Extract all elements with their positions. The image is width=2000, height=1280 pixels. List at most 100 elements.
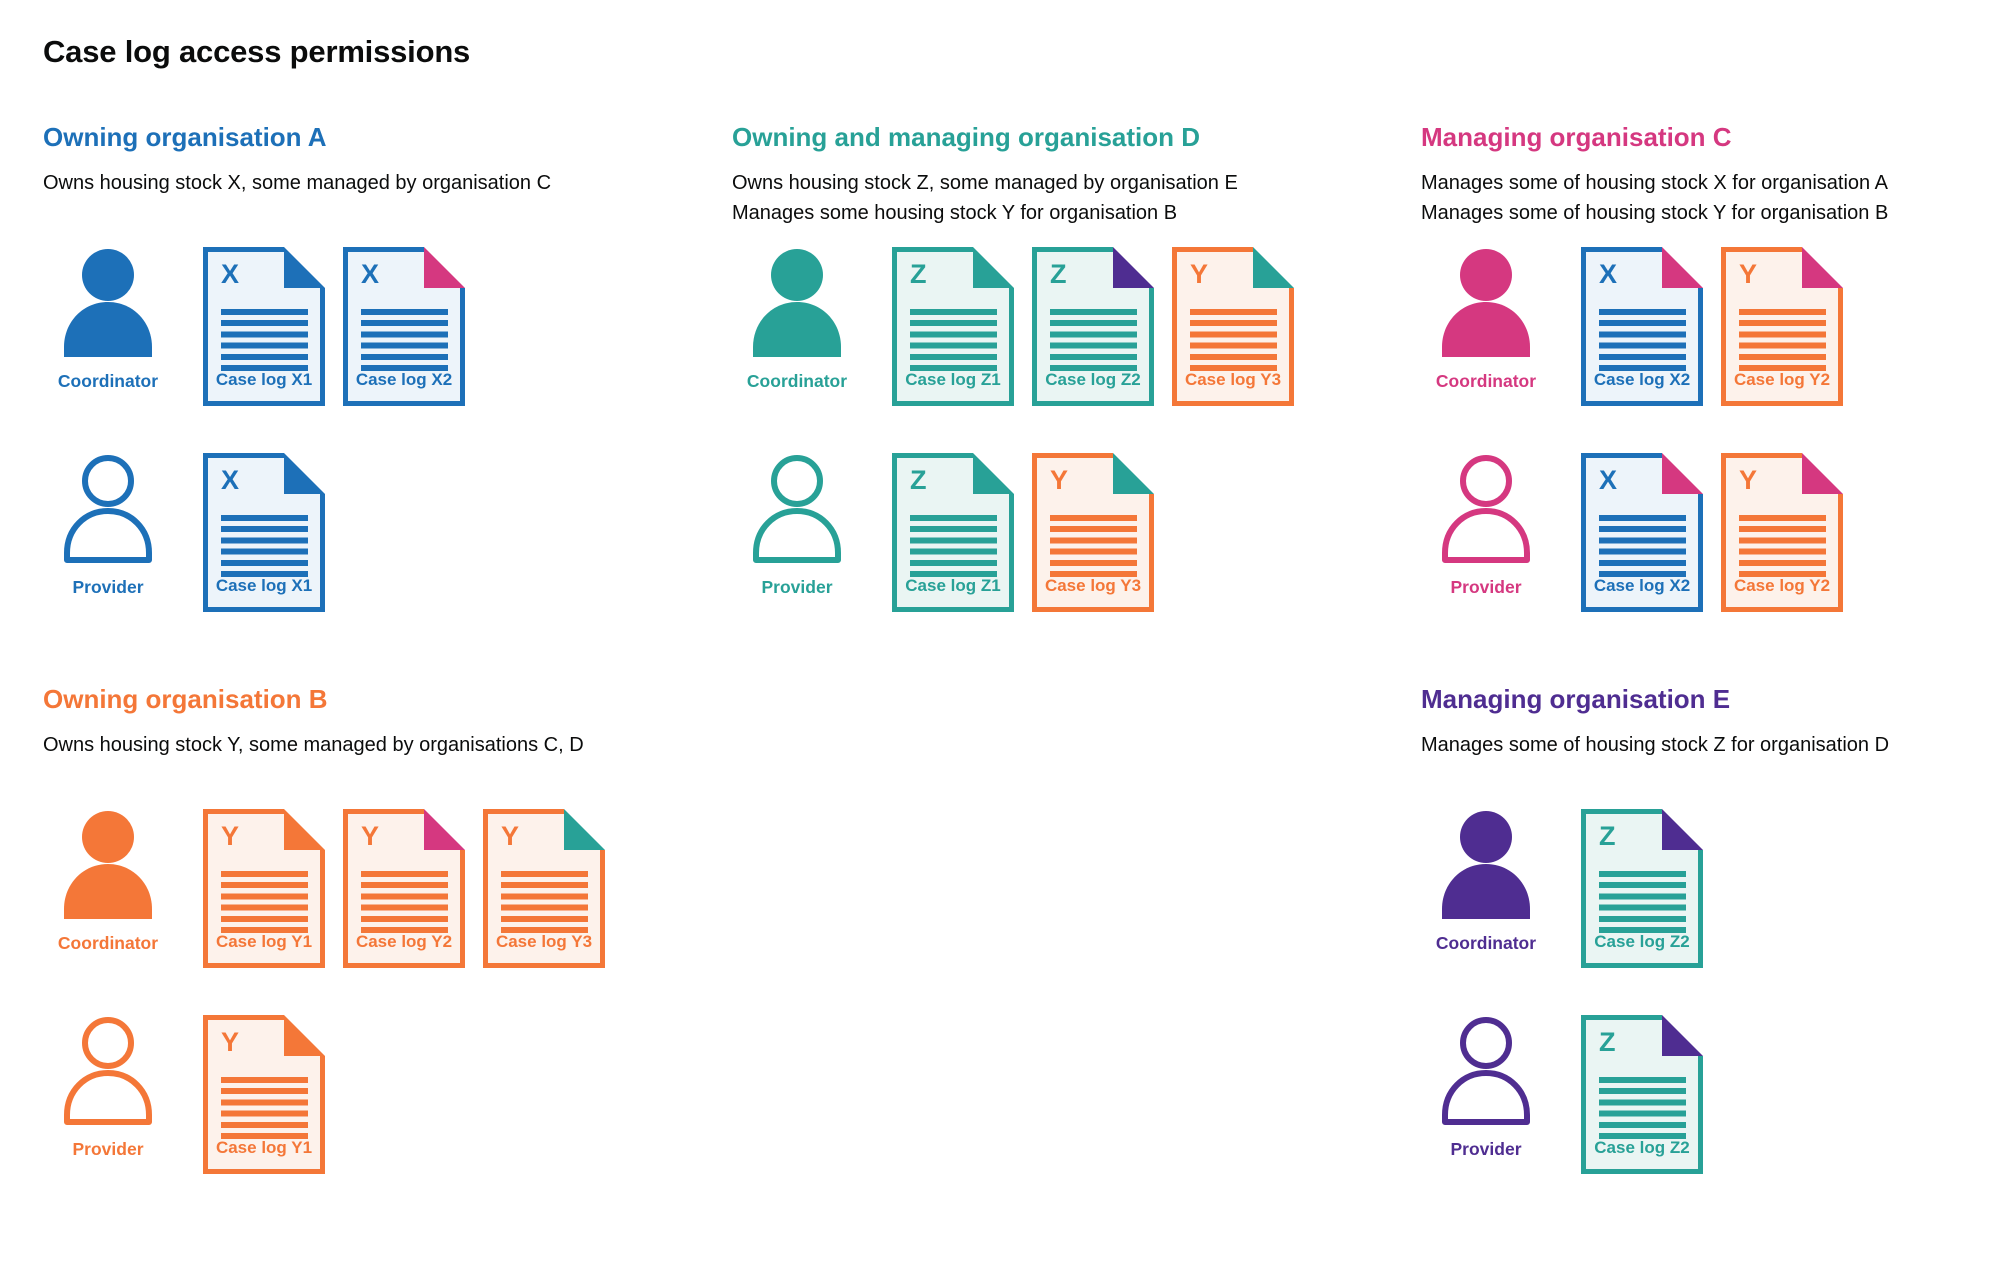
section-owning-organisation-b: Owning organisation B Owns housing stock…	[43, 684, 732, 1174]
page-fold-icon	[424, 247, 465, 288]
stock-letter: Y	[1190, 259, 1209, 289]
coordinator-person: Coordinator	[1421, 247, 1581, 392]
role-label: Provider	[1450, 577, 1522, 597]
case-log-label: Case log Z2	[1594, 1138, 1690, 1157]
stock-letter: X	[221, 259, 240, 289]
page-fold-icon	[973, 247, 1014, 288]
stock-letter: Z	[910, 259, 927, 289]
doc-case-log-x1: X Case log X1	[203, 453, 325, 612]
doc-case-log-y2: Y Case log Y2	[1721, 247, 1843, 406]
page-fold-icon	[1113, 247, 1154, 288]
doc-case-log-y3: Y Case log Y3	[1172, 247, 1294, 406]
page-fold-icon	[1802, 247, 1843, 288]
page-fold-icon	[1113, 453, 1154, 494]
coordinator-row: Coordinator X Case log X1 X Case log X2	[43, 247, 732, 406]
case-log-label: Case log Y3	[1184, 370, 1282, 389]
section-managing-organisation-e: Managing organisation E Manages some of …	[1421, 684, 2000, 1174]
doc-text-lines-icon	[1739, 515, 1826, 577]
provider-person: Provider	[1421, 453, 1581, 598]
page-fold-icon	[1253, 247, 1294, 288]
doc-text-lines-icon	[221, 515, 308, 577]
provider-person-icon	[1421, 453, 1551, 565]
doc-case-log-y2: Y Case log Y2	[1721, 453, 1843, 612]
role-label: Coordinator	[1435, 371, 1537, 391]
coordinator-person-icon	[43, 809, 173, 921]
page-fold-icon	[564, 809, 605, 850]
doc-case-log-z2: Z Case log Z2	[1581, 809, 1703, 968]
coordinator-person-icon	[1421, 809, 1551, 921]
doc-text-lines-icon	[1739, 309, 1826, 371]
permissions-grid: Owning organisation A Owns housing stock…	[43, 122, 2000, 1174]
doc-case-log-y3: Y Case log Y3	[1032, 453, 1154, 612]
section-heading: Owning and managing organisation D	[732, 122, 1201, 152]
doc-group: Z Case log Z2	[1581, 809, 1703, 968]
page-fold-icon	[284, 1015, 325, 1056]
role-label: Provider	[1450, 1139, 1522, 1159]
coordinator-row: Coordinator Y Case log Y1 Y Case log Y2	[43, 809, 732, 968]
provider-person: Provider	[1421, 1015, 1581, 1160]
doc-text-lines-icon	[1599, 871, 1686, 933]
stock-letter: Y	[1739, 259, 1758, 289]
page-fold-icon	[284, 453, 325, 494]
coordinator-person: Coordinator	[732, 247, 892, 392]
section-managing-organisation-c: Managing organisation C Manages some of …	[1421, 122, 2000, 612]
coordinator-person: Coordinator	[43, 809, 203, 954]
coordinator-person-icon	[732, 247, 862, 359]
doc-case-log-y1: Y Case log Y1	[203, 809, 325, 968]
stock-letter: Y	[221, 821, 240, 851]
section-heading: Owning organisation B	[43, 684, 328, 714]
provider-row: Provider Z Case log Z2	[1421, 1015, 2000, 1174]
coordinator-row: Coordinator Z Case log Z2	[1421, 809, 2000, 968]
doc-case-log-x2: X Case log X2	[1581, 247, 1703, 406]
doc-text-lines-icon	[1190, 309, 1277, 371]
doc-text-lines-icon	[1050, 515, 1137, 577]
doc-case-log-x2: X Case log X2	[343, 247, 465, 406]
case-log-label: Case log X1	[215, 370, 313, 389]
page-fold-icon	[1802, 453, 1843, 494]
case-log-label: Case log Z2	[1594, 932, 1690, 951]
doc-case-log-x2: X Case log X2	[1581, 453, 1703, 612]
doc-text-lines-icon	[361, 309, 448, 371]
case-log-label: Case log X2	[355, 370, 453, 389]
case-log-label: Case log Z2	[1045, 370, 1141, 389]
case-log-label: Case log Y1	[215, 1138, 313, 1157]
coordinator-person-icon	[1421, 247, 1551, 359]
doc-text-lines-icon	[910, 515, 997, 577]
case-log-label: Case log Z1	[905, 370, 1001, 389]
section-description: Owns housing stock X, some managed by or…	[43, 172, 552, 194]
stock-letter: X	[1599, 259, 1618, 289]
page-fold-icon	[424, 809, 465, 850]
doc-case-log-y3: Y Case log Y3	[483, 809, 605, 968]
section-description: Manages some of housing stock Z for orga…	[1421, 734, 1890, 756]
stock-letter: Y	[501, 821, 520, 851]
doc-group: X Case log X2 Y Case log Y2	[1581, 247, 1843, 406]
doc-text-lines-icon	[221, 309, 308, 371]
doc-case-log-y1: Y Case log Y1	[203, 1015, 325, 1174]
doc-text-lines-icon	[501, 871, 588, 933]
provider-row: Provider Z Case log Z1 Y Case log Y3	[732, 453, 1421, 612]
role-label: Coordinator	[746, 371, 848, 391]
role-label: Coordinator	[1435, 933, 1537, 953]
doc-text-lines-icon	[1599, 515, 1686, 577]
stock-letter: Z	[1599, 821, 1616, 851]
doc-group: Y Case log Y1	[203, 1015, 325, 1174]
coordinator-person: Coordinator	[1421, 809, 1581, 954]
doc-group: Z Case log Z2	[1581, 1015, 1703, 1174]
section-description: Manages some of housing stock X for orga…	[1421, 172, 1889, 224]
case-log-label: Case log Y1	[215, 932, 313, 951]
section-heading: Owning organisation A	[43, 122, 327, 152]
provider-person-icon	[1421, 1015, 1551, 1127]
provider-row: Provider Y Case log Y1	[43, 1015, 732, 1174]
page-fold-icon	[1662, 809, 1703, 850]
coordinator-person-icon	[43, 247, 173, 359]
role-label: Coordinator	[57, 933, 159, 953]
doc-text-lines-icon	[910, 309, 997, 371]
doc-group: Z Case log Z1 Y Case log Y3	[892, 453, 1154, 612]
page-fold-icon	[1662, 453, 1703, 494]
section-description: Owns housing stock Z, some managed by or…	[732, 172, 1238, 224]
doc-group: X Case log X2 Y Case log Y2	[1581, 453, 1843, 612]
provider-person-icon	[43, 1015, 173, 1127]
doc-text-lines-icon	[1599, 1077, 1686, 1139]
case-log-label: Case log X1	[215, 576, 313, 595]
page-fold-icon	[284, 809, 325, 850]
